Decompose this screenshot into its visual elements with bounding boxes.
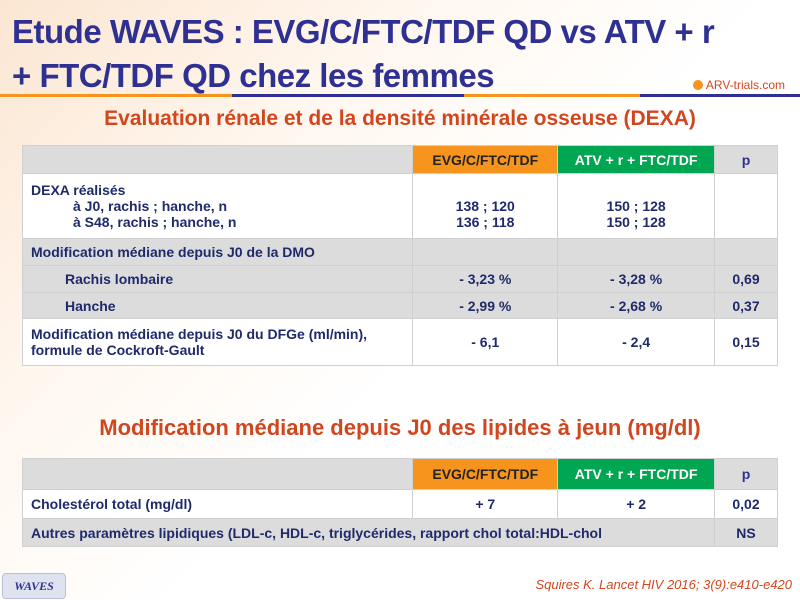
row-label: Cholestérol total (mg/dl) [21, 489, 414, 519]
cell: 0,02 [714, 489, 778, 519]
row-label: Rachis lombaire [21, 265, 414, 293]
col-evg: EVG/C/FTC/TDF [412, 458, 559, 490]
dexa-table: EVG/C/FTC/TDF ATV + r + FTC/TDF p DEXA réa… [21, 145, 778, 366]
section1-heading: Evaluation rénale et de la densité minér… [104, 107, 696, 130]
reference: Squires K. Lancet HIV 2016; 3(9):e410-e4… [535, 577, 792, 592]
cell: + 2 [557, 489, 716, 519]
logo-text: ARV-trials.com [705, 78, 785, 92]
cell: 138 ; 120 [455, 198, 515, 214]
table-row: Autres paramètres lipidiques (LDL-c, HDL… [21, 518, 778, 547]
cell: 136 ; 118 [456, 214, 515, 230]
col-evg: EVG/C/FTC/TDF [412, 145, 559, 174]
col-atv: ATV + r + FTC/TDF [557, 458, 716, 490]
arv-trials-logo: ARV-trials.com [689, 78, 788, 92]
col-p: p [714, 458, 778, 490]
row-label: Hanche [21, 292, 414, 319]
slide-title: Etude WAVES : EVG/C/FTC/TDF QD vs ATV + … [12, 10, 715, 98]
table-row: Hanche - 2,99 % - 2,68 % 0,37 [21, 292, 778, 319]
table-row: Cholestérol total (mg/dl) + 7 + 2 0,02 [21, 489, 778, 519]
lipids-table: EVG/C/FTC/TDF ATV + r + FTC/TDF p Cholesté… [21, 458, 778, 547]
cell: 150 ; 128 [606, 214, 666, 230]
waves-badge: WAVES [2, 573, 66, 599]
row-label: Autres paramètres lipidiques (LDL-c, HDL… [21, 518, 716, 547]
cell: - 3,28 % [557, 265, 716, 293]
logo-icon [692, 80, 703, 90]
table-row: Rachis lombaire - 3,23 % - 3,28 % 0,69 [21, 265, 778, 293]
title-line-2: + FTC/TDF QD chez les femmes [12, 57, 495, 94]
cell: 0,37 [714, 292, 778, 319]
cell: 150 ; 128 [606, 198, 666, 214]
cell: - 2,99 % [412, 292, 559, 319]
section2-heading: Modification médiane depuis J0 des lipid… [99, 415, 701, 440]
row-label: Modification médiane depuis J0 du DFGe (… [31, 326, 368, 342]
cell: - 6,1 [412, 318, 559, 366]
row-label: DEXA réalisés [31, 182, 126, 198]
title-line-1: Etude WAVES : EVG/C/FTC/TDF QD vs ATV + … [12, 13, 715, 50]
title-divider [0, 94, 800, 97]
table-row: Modification médiane depuis J0 de la DMO [21, 238, 778, 266]
row-sublabel: à J0, rachis ; hanche, n [73, 198, 228, 214]
table-row: Modification médiane depuis J0 du DFGe (… [21, 318, 778, 366]
cell: 0,15 [714, 318, 778, 366]
cell: NS [714, 518, 778, 547]
row-label: Modification médiane depuis J0 de la DMO [21, 238, 414, 266]
cell: - 3,23 % [412, 265, 559, 293]
row-sublabel: à S48, rachis ; hanche, n [73, 214, 237, 230]
row-label: formule de Cockroft-Gault [31, 342, 205, 358]
cell: 0,69 [714, 265, 778, 293]
header-blank [21, 145, 414, 174]
cell: - 2,68 % [557, 292, 716, 319]
col-p: p [714, 145, 778, 174]
cell: - 2,4 [557, 318, 716, 366]
col-atv: ATV + r + FTC/TDF [557, 145, 716, 174]
cell: + 7 [412, 489, 559, 519]
